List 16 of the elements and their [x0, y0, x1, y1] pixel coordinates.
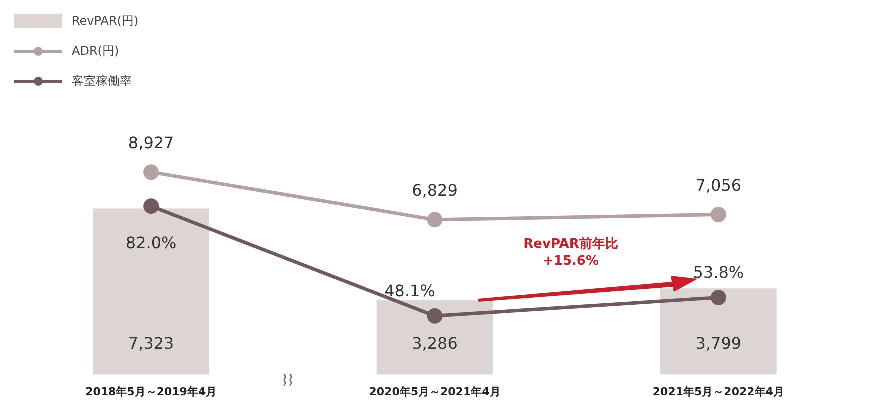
x-tick-label: 2021年5月～2022年4月: [652, 385, 784, 398]
data-label: 3,799: [696, 334, 742, 353]
data-label: 7,056: [696, 176, 742, 195]
x-tick-label: 2018年5月～2019年4月: [86, 385, 218, 398]
x-tick-label: 2020年5月～2021年4月: [369, 385, 501, 398]
data-label: 7,323: [128, 334, 174, 353]
data-label: 48.1%: [384, 281, 436, 300]
legend-label: 客室稼働率: [72, 72, 132, 90]
data-label: 3,286: [412, 334, 458, 353]
data-label: 82.0%: [126, 233, 177, 252]
data-label: 6,829: [412, 181, 458, 200]
data-label: 53.8%: [693, 262, 744, 282]
data-label: 8,927: [128, 133, 174, 152]
legend-label: RevPAR(円): [72, 12, 139, 30]
annotation: RevPAR前年比 +15.6%: [522, 236, 620, 270]
legend-label: ADR(円): [72, 42, 120, 60]
